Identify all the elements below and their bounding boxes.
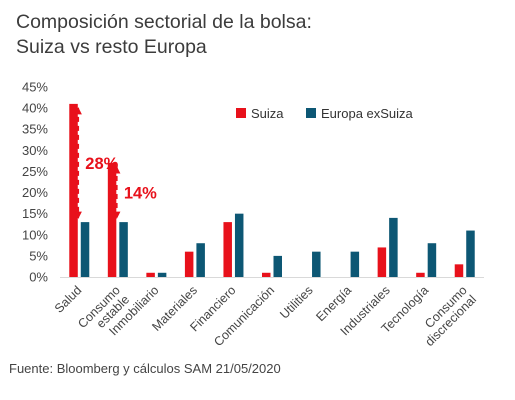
- bar-suiza: [454, 264, 464, 277]
- bar-europa-exsuiza: [157, 272, 167, 277]
- annotation-label: 28%: [85, 155, 118, 173]
- x-tick-label: Salud: [52, 283, 85, 316]
- bar-suiza: [184, 251, 194, 277]
- bar-suiza: [262, 272, 271, 277]
- chart-title-line-2: Suiza vs resto Europa: [16, 36, 207, 58]
- bar-suiza: [69, 103, 78, 277]
- y-tick-label: 25%: [22, 164, 48, 179]
- y-tick-label: 0%: [29, 270, 48, 285]
- legend-label-europa-exsuiza: Europa exSuiza: [321, 106, 414, 121]
- legend-swatch-suiza: [236, 108, 246, 118]
- bar-europa-exsuiza: [466, 230, 475, 277]
- bar-europa-exsuiza: [389, 217, 398, 277]
- y-tick-label: 5%: [29, 248, 48, 263]
- bar-europa-exsuiza: [119, 222, 128, 277]
- bar-europa-exsuiza: [427, 243, 437, 277]
- y-tick-label: 40%: [22, 101, 48, 116]
- chart-title: Composición sectorial de la bolsa: Suiza…: [16, 10, 496, 60]
- bar-suiza: [146, 272, 155, 277]
- bar-europa-exsuiza: [196, 243, 205, 277]
- x-tick-label: Utilities: [277, 283, 315, 321]
- bar-suiza: [223, 222, 232, 277]
- bar-europa-exsuiza: [312, 251, 321, 277]
- bar-europa-exsuiza: [350, 251, 360, 277]
- y-tick-label: 10%: [22, 227, 48, 242]
- y-tick-label: 20%: [22, 185, 48, 200]
- annotation-label: 14%: [124, 185, 157, 203]
- source-note: Fuente: Bloomberg y cálculos SAM 21/05/2…: [9, 361, 281, 376]
- bar-europa-exsuiza: [273, 255, 282, 277]
- legend-label-suiza: Suiza: [251, 106, 284, 121]
- bar-suiza: [377, 247, 387, 277]
- chart-title-line-1: Composición sectorial de la bolsa:: [16, 11, 312, 33]
- y-tick-label: 30%: [22, 143, 48, 158]
- y-tick-label: 45%: [22, 80, 48, 95]
- bar-suiza: [107, 163, 117, 277]
- legend-swatch-europa-exsuiza: [306, 108, 316, 118]
- bar-suiza: [416, 272, 425, 277]
- bar-europa-exsuiza: [80, 222, 90, 277]
- y-tick-label: 35%: [22, 122, 48, 137]
- bar-europa-exsuiza: [234, 213, 244, 277]
- y-tick-label: 15%: [22, 206, 48, 221]
